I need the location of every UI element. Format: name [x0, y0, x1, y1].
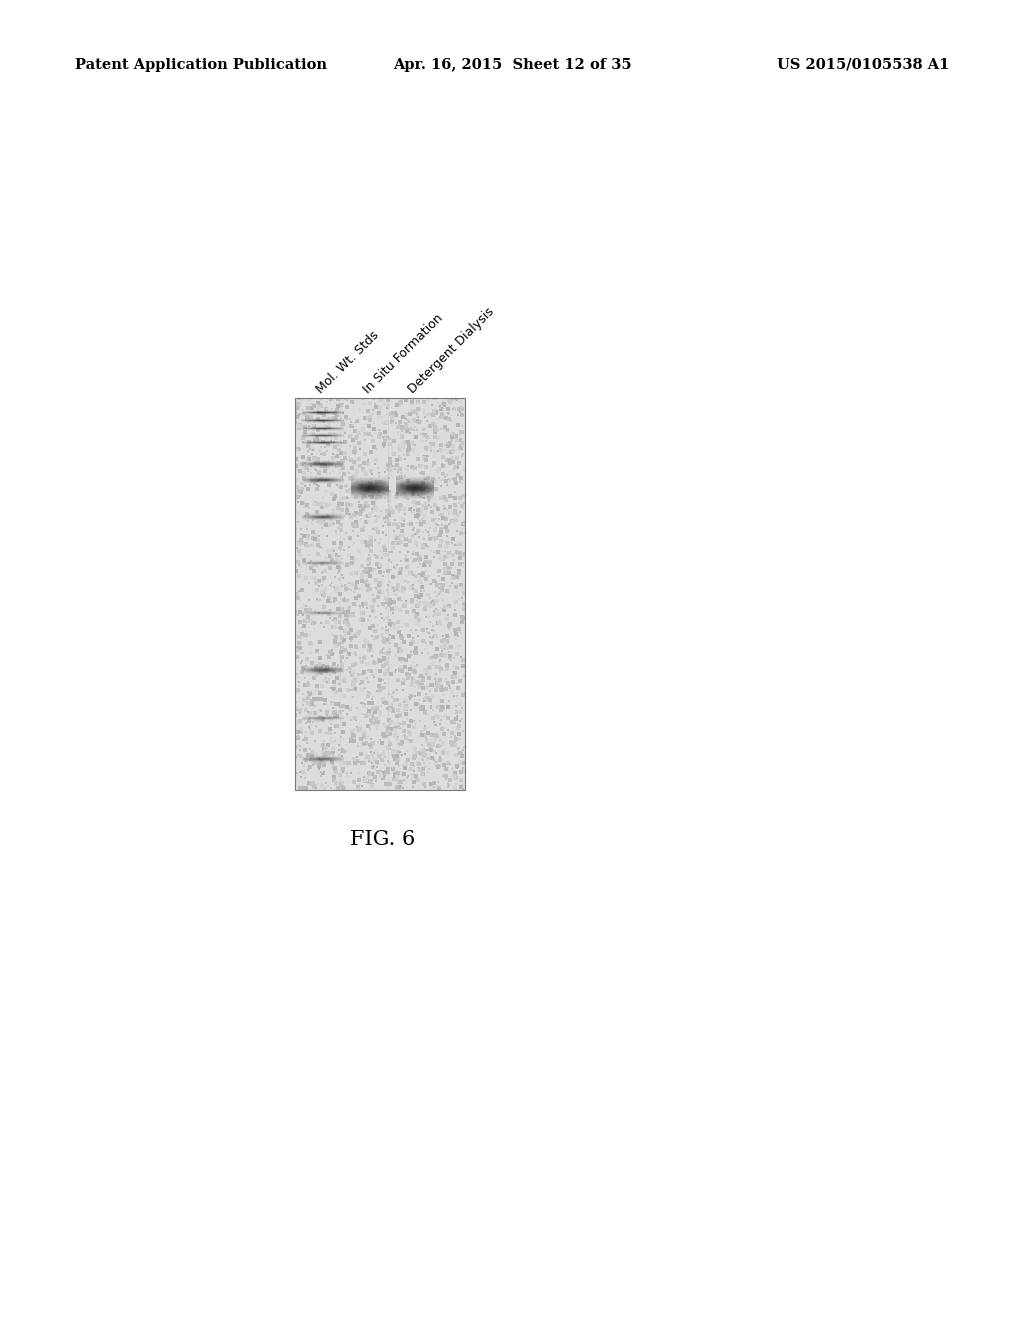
Text: US 2015/0105538 A1: US 2015/0105538 A1 [776, 58, 949, 73]
Text: FIG. 6: FIG. 6 [350, 830, 416, 849]
Text: In Situ Formation: In Situ Formation [360, 312, 445, 396]
Text: Patent Application Publication: Patent Application Publication [75, 58, 327, 73]
Text: Detergent Dialysis: Detergent Dialysis [406, 305, 497, 396]
Text: Apr. 16, 2015  Sheet 12 of 35: Apr. 16, 2015 Sheet 12 of 35 [392, 58, 632, 73]
Text: Mol. Wt. Stds: Mol. Wt. Stds [313, 329, 381, 396]
Bar [295, 399, 465, 789]
